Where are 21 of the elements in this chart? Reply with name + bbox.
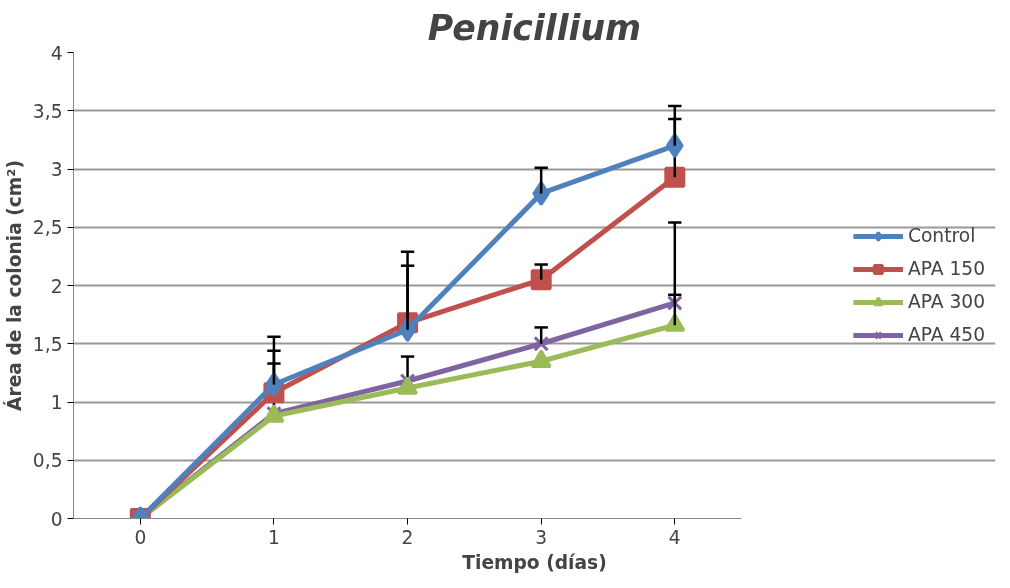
- x-tick-label: 2: [401, 526, 414, 548]
- y-tick-label: 0: [50, 508, 63, 530]
- chart-title: Penicillium: [427, 7, 642, 48]
- legend-label: APA 300: [907, 291, 985, 312]
- y-tick-label: 2,5: [32, 217, 63, 239]
- y-tick-label: 1: [50, 392, 63, 413]
- x-axis-title: Tiempo (días): [462, 551, 607, 573]
- x-tick-label: 0: [134, 526, 147, 548]
- y-tick-label: 4: [50, 42, 63, 64]
- x-tick-label: 1: [268, 526, 280, 548]
- y-tick-label: 1,5: [32, 333, 63, 355]
- x-tick-label: 3: [535, 526, 548, 548]
- y-tick-label: 3,5: [32, 100, 63, 122]
- y-tick-label: 3: [50, 159, 63, 180]
- legend-label: APA 450: [907, 324, 985, 345]
- legend-label: Control: [907, 225, 976, 246]
- y-tick-label: 2: [50, 275, 63, 297]
- y-tick-label: 0,5: [32, 450, 63, 472]
- x-tick-label: 4: [668, 526, 681, 548]
- y-axis-title: Área de la colonia (cm²): [2, 160, 25, 411]
- legend-label: APA 150: [907, 258, 985, 279]
